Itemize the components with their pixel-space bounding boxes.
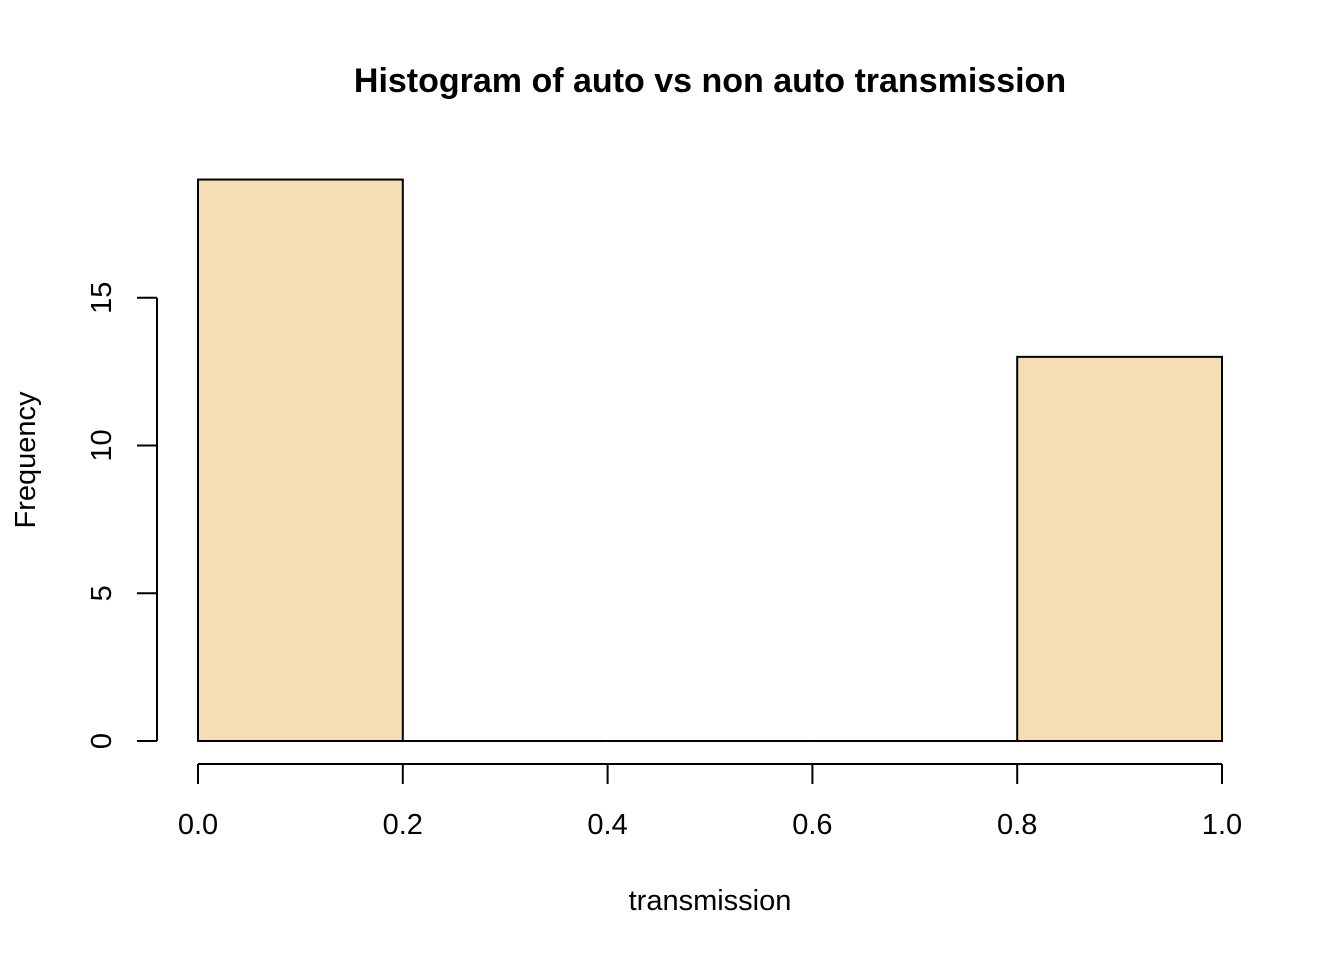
x-axis: 0.0 0.2 0.4 0.6 0.8 1.0 <box>178 763 1242 841</box>
histogram-bar-0 <box>197 178 404 743</box>
histogram-bar-4 <box>1016 355 1224 742</box>
x-tick-label: 0.2 <box>383 809 423 841</box>
x-tick-label: 0.6 <box>792 809 832 841</box>
chart-title: Histogram of auto vs non auto transmissi… <box>354 62 1066 100</box>
y-axis: 0 5 10 15 <box>86 282 158 749</box>
y-tick-label: 10 <box>86 429 118 461</box>
y-tick-label: 15 <box>86 282 118 314</box>
y-tick-label: 0 <box>86 733 118 749</box>
x-axis-label: transmission <box>629 885 792 917</box>
x-tick-label: 1.0 <box>1202 809 1242 841</box>
x-tick-label: 0.4 <box>587 809 627 841</box>
bars-group <box>197 178 1224 743</box>
y-tick-label: 5 <box>86 585 118 601</box>
x-tick-label: 0.0 <box>178 809 218 841</box>
x-tick-label: 0.8 <box>997 809 1037 841</box>
y-axis-label: Frequency <box>10 391 42 529</box>
